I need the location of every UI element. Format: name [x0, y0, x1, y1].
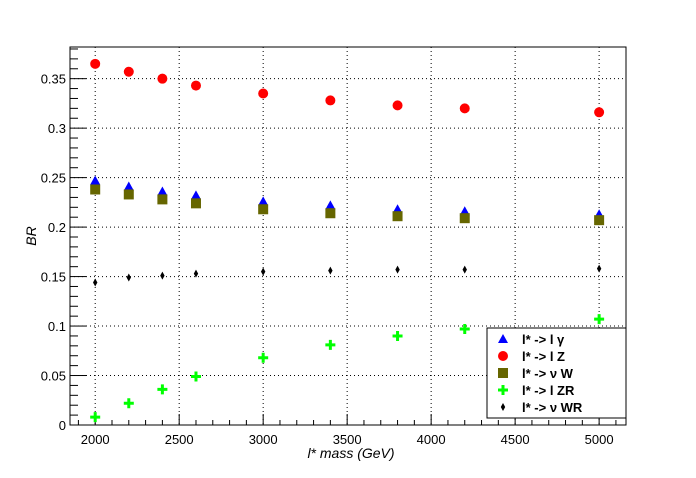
data-point-square — [157, 194, 168, 205]
legend-label: l* -> l γ — [522, 332, 565, 347]
data-point-circle — [90, 58, 101, 69]
data-point-circle — [258, 88, 269, 99]
data-point-square — [258, 204, 269, 215]
legend-label: l* -> ν WR — [522, 400, 583, 415]
y-axis-label: BR — [23, 226, 39, 245]
data-point-diamond — [92, 278, 98, 287]
y-tick-label: 0 — [59, 418, 66, 433]
data-point-triangle — [325, 200, 336, 210]
legend-label: l* -> l Z — [522, 349, 565, 364]
data-point-square — [392, 211, 403, 222]
data-point-triangle — [392, 204, 403, 214]
legend-label: l* -> ν W — [522, 366, 574, 381]
legend-marker-circle — [498, 351, 508, 361]
data-point-diamond — [395, 265, 400, 274]
data-point-diamond — [328, 266, 333, 275]
data-point-cross — [459, 324, 470, 335]
data-point-diamond — [596, 264, 602, 273]
x-tick-label: 4000 — [417, 432, 446, 447]
data-point-diamond — [462, 265, 467, 274]
data-point-triangle — [90, 175, 101, 185]
data-point-cross — [258, 352, 269, 363]
legend-marker-diamond — [500, 403, 506, 411]
data-point-cross — [190, 371, 201, 382]
data-point-triangle — [190, 190, 201, 200]
y-tick-label: 0.3 — [48, 121, 66, 136]
data-point-cross — [392, 330, 403, 341]
data-point-square — [459, 213, 470, 224]
x-tick-label: 4500 — [501, 432, 530, 447]
y-tick-label: 0.15 — [41, 270, 66, 285]
data-point-cross — [123, 398, 134, 409]
y-tick-label: 0.35 — [41, 72, 66, 87]
data-point-cross — [594, 314, 605, 325]
y-tick-label: 0.25 — [41, 171, 66, 186]
legend-marker-cross — [498, 385, 508, 395]
data-point-cross — [90, 412, 101, 423]
plot-frame — [69, 46, 627, 426]
x-tick-label: 2000 — [81, 432, 110, 447]
data-point-circle — [459, 103, 470, 114]
data-point-square — [594, 215, 605, 226]
data-point-square — [190, 198, 201, 209]
x-tick-label: 3000 — [249, 432, 278, 447]
legend-label: l* -> l ZR — [522, 383, 575, 398]
x-tick-label: 3500 — [333, 432, 362, 447]
data-point-circle — [392, 100, 403, 111]
data-markers — [90, 58, 605, 423]
x-tick-label: 5000 — [585, 432, 614, 447]
y-tick-label: 0.1 — [48, 319, 66, 334]
axis-tick-labels: 2000 2500 3000 3500 4000 4500 5000 0 0.05 0.1 0.15… — [41, 72, 614, 447]
data-point-diamond — [260, 267, 266, 276]
y-tick-label: 0.05 — [41, 369, 66, 384]
data-point-diamond — [193, 269, 199, 278]
data-point-cross — [325, 339, 336, 350]
legend: l* -> l γ l* -> l Z l* -> ν W l* -> l ZR l* … — [486, 327, 627, 419]
data-point-triangle — [157, 186, 168, 196]
data-point-circle — [190, 80, 201, 91]
data-point-circle — [594, 107, 605, 118]
data-point-diamond — [126, 273, 131, 282]
legend-box — [486, 327, 627, 419]
data-point-circle — [123, 66, 134, 77]
data-point-triangle — [258, 196, 269, 206]
axis-ticks — [70, 48, 617, 426]
data-point-triangle — [459, 206, 470, 216]
data-point-triangle — [123, 181, 134, 191]
legend-marker-triangle — [498, 334, 508, 343]
data-point-cross — [157, 384, 168, 395]
x-tick-label: 2500 — [165, 432, 194, 447]
data-point-circle — [325, 95, 336, 106]
legend-marker-square — [498, 368, 508, 378]
data-point-circle — [157, 73, 168, 84]
x-axis-label: l* mass (GeV) — [307, 445, 394, 461]
data-point-diamond — [160, 271, 165, 280]
data-point-square — [90, 184, 101, 195]
data-point-square — [325, 208, 336, 219]
data-point-square — [123, 189, 134, 200]
y-tick-label: 0.2 — [48, 220, 66, 235]
